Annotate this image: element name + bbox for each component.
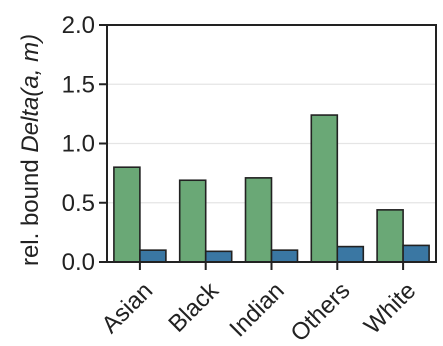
bar-asian-series-1 — [113, 166, 141, 263]
y-ticks: 0.0 0.5 1.0 1.5 2.0 — [62, 12, 107, 276]
y-tick-label: 0.0 — [62, 249, 95, 276]
y-axis-label-math: Delta(a, m) — [17, 34, 44, 153]
bar-black-series-1 — [178, 179, 207, 263]
bar-indian-series-2 — [270, 249, 299, 263]
bar-asian-series-2 — [139, 249, 167, 263]
x-tick-label-white: White — [359, 277, 421, 339]
y-tick-label: 2.0 — [62, 12, 95, 39]
y-axis-label-prefix: rel. bound — [17, 153, 44, 266]
x-tick-label-black: Black — [163, 276, 224, 337]
y-tick-label: 1.0 — [62, 131, 95, 158]
x-tick-label-asian: Asian — [97, 277, 159, 339]
y-tick-label: 1.5 — [62, 71, 95, 98]
bar-others-series-1 — [310, 114, 339, 263]
x-tick-label-indian: Indian — [224, 277, 289, 342]
x-tick-label-others: Others — [286, 277, 356, 346]
bar-others-series-2 — [336, 245, 365, 263]
bar-white-series-2 — [402, 244, 430, 263]
bars — [113, 114, 430, 263]
y-axis-label: rel. bound Delta(a, m) — [17, 34, 44, 266]
bar-white-series-1 — [376, 209, 404, 263]
y-tick-label: 0.5 — [62, 190, 95, 217]
bar-black-series-2 — [204, 250, 233, 263]
bar-indian-series-1 — [244, 177, 273, 263]
